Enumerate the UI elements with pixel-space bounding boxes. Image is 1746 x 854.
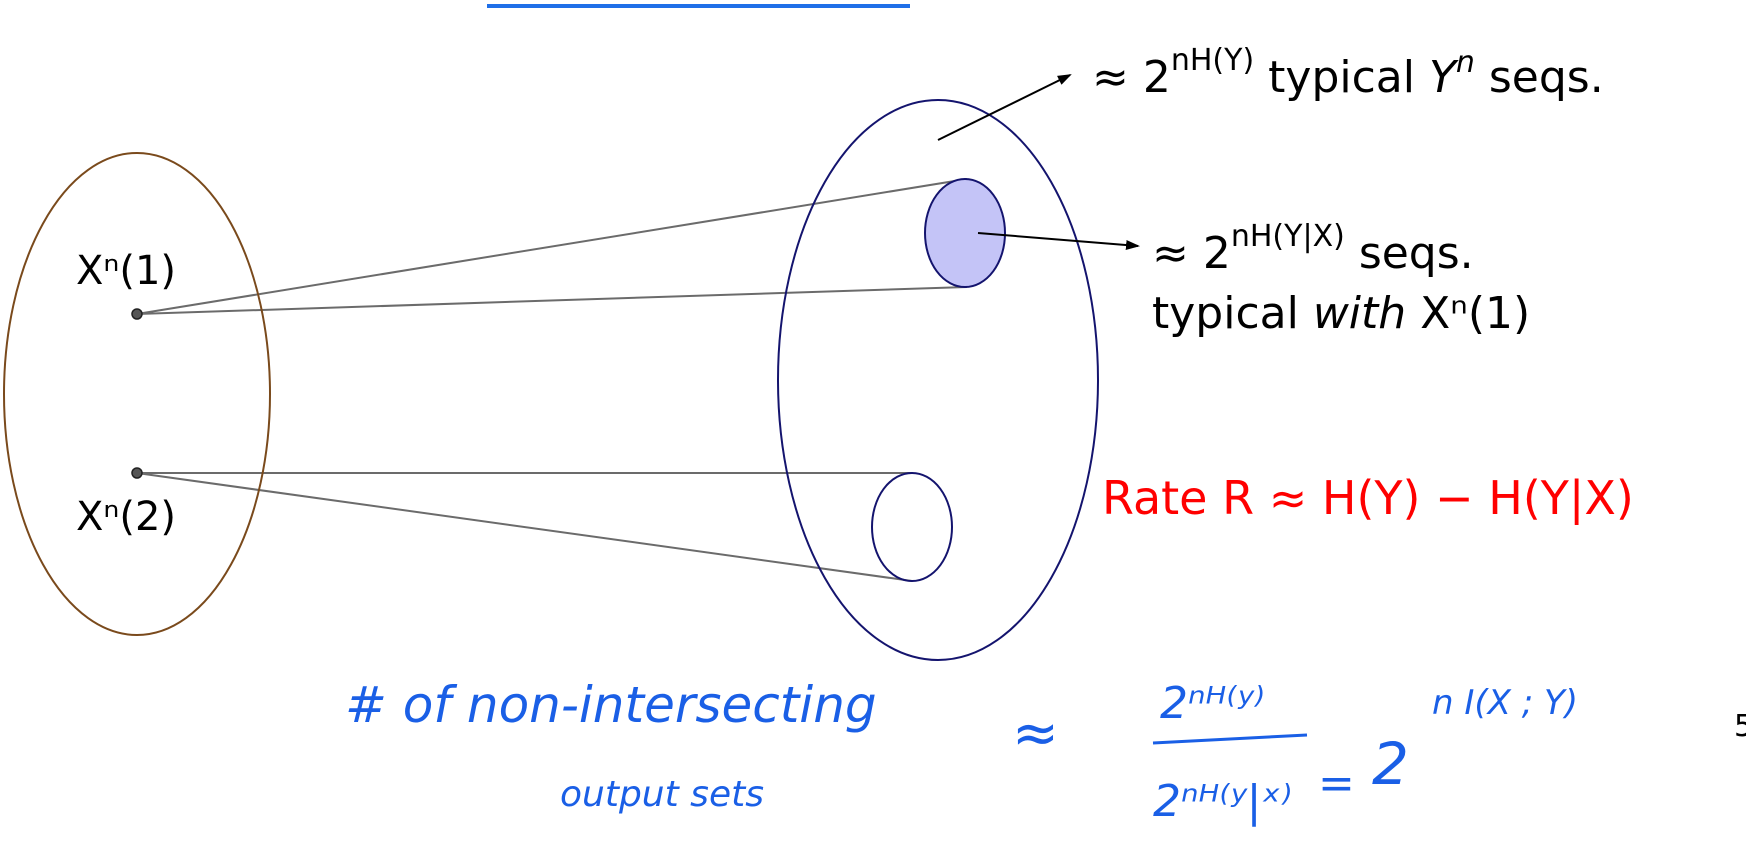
conditional-annotation-line2: typical with Xⁿ(1) (1152, 288, 1530, 339)
input-point-2-dot (131, 467, 143, 479)
conditional-subset-empty (871, 472, 953, 582)
typical-y-exponent: nH(Y) (1171, 43, 1254, 78)
typical-y-text-b: seqs. (1475, 52, 1604, 103)
handwritten-fraction-bar (1152, 733, 1308, 745)
input-set-ellipse (3, 152, 271, 636)
fan-line-1-lower (136, 286, 968, 315)
conditional-annotation-line1: ≈ 2nH(Y|X) seqs. (1152, 219, 1474, 279)
typical-y-text-a: typical (1254, 52, 1429, 103)
typical-y-var: Y (1429, 52, 1459, 103)
conditional-line2-em: with (1313, 288, 1406, 339)
arrow-to-typical-y (937, 74, 1072, 141)
input-point-1-label: Xⁿ(1) (76, 248, 176, 294)
output-set-ellipse (777, 99, 1099, 661)
handwritten-notes: # of non-intersecting output sets ≈ 2ⁿᴴ⁽… (345, 676, 1578, 827)
conditional-approx: ≈ 2 (1152, 228, 1231, 279)
conditional-rest: seqs. (1345, 228, 1474, 279)
rate-formula: Rate R ≈ H(Y) − H(Y|X) (1102, 471, 1634, 526)
handwritten-line2: output sets (560, 774, 764, 815)
handwritten-denominator: 2ⁿᴴ⁽ʸ|ˣ⁾ (1153, 776, 1292, 827)
typical-y-annotation: ≈ 2nH(Y) typical Yn seqs. (1092, 43, 1604, 103)
input-point-2-label: Xⁿ(2) (76, 494, 176, 540)
fan-line-1-upper (136, 178, 968, 315)
rate-expression: R ≈ H(Y) − H(Y|X) (1222, 471, 1634, 526)
typical-y-var-sup: n (1456, 45, 1475, 80)
handwritten-numerator: 2ⁿᴴ⁽ʸ⁾ (1160, 678, 1264, 729)
handwritten-result-exponent: n I(X ; Y) (1432, 683, 1578, 723)
fan-lines (136, 178, 968, 582)
fan-line-2-lower (136, 472, 913, 582)
conditional-exponent: nH(Y|X) (1231, 219, 1345, 254)
page-number: 5 (1734, 709, 1746, 744)
conditional-subset-filled (924, 178, 1006, 288)
conditional-line2-b: Xⁿ(1) (1406, 288, 1530, 339)
rate-word: Rate (1102, 471, 1222, 525)
handwritten-equals: = (1318, 758, 1355, 809)
handwritten-line1: # of non-intersecting (345, 676, 877, 734)
conditional-line2-a: typical (1152, 288, 1313, 339)
input-point-1-dot (131, 308, 143, 320)
handwritten-approx: ≈ (1012, 701, 1059, 766)
typical-y-approx: ≈ 2 (1092, 52, 1171, 103)
handwritten-result-base: 2 (1372, 730, 1409, 798)
arrow-to-conditional (977, 232, 1140, 251)
